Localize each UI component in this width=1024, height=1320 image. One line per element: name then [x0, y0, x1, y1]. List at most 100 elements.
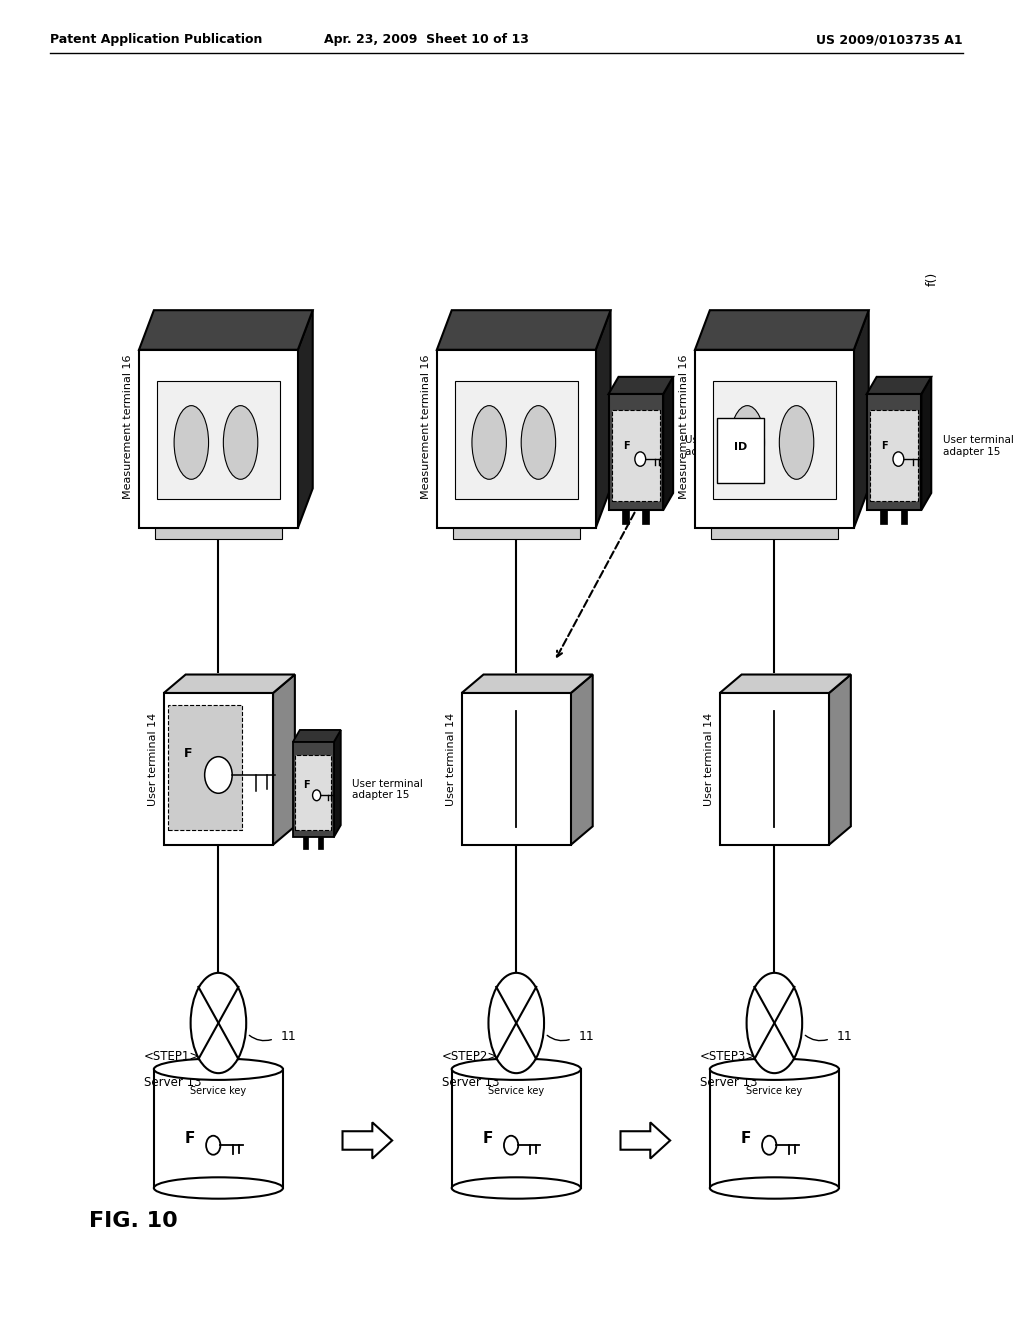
Bar [866, 395, 922, 511]
Text: F: F [482, 1131, 493, 1146]
Bar [295, 755, 332, 829]
Polygon shape [608, 378, 673, 395]
Bar [462, 693, 570, 845]
Polygon shape [273, 675, 295, 845]
Text: 11: 11 [837, 1030, 853, 1043]
Text: f(): f() [926, 272, 938, 286]
Bar [881, 511, 887, 524]
Bar [157, 380, 280, 499]
Text: Server 13: Server 13 [144, 1076, 202, 1089]
Text: Service key: Service key [746, 1085, 803, 1096]
Bar [155, 528, 282, 539]
Text: Measurement terminal 16: Measurement terminal 16 [679, 355, 689, 499]
Polygon shape [462, 675, 593, 693]
Circle shape [504, 1135, 518, 1155]
Text: FIG. 10: FIG. 10 [89, 1210, 178, 1232]
Polygon shape [437, 310, 610, 350]
Bar [168, 705, 243, 830]
Text: ID: ID [733, 442, 746, 451]
Bar [437, 350, 596, 528]
Ellipse shape [452, 1177, 581, 1199]
Text: <STEP1>: <STEP1> [144, 1049, 201, 1063]
Text: User terminal
adapter 15: User terminal adapter 15 [685, 436, 756, 457]
Bar [293, 742, 334, 837]
Text: User terminal 14: User terminal 14 [445, 713, 456, 807]
Bar [453, 528, 580, 539]
Ellipse shape [154, 1059, 283, 1080]
Text: Measurement terminal 16: Measurement terminal 16 [123, 355, 133, 499]
Polygon shape [596, 310, 610, 528]
Polygon shape [664, 378, 673, 511]
Ellipse shape [710, 1059, 839, 1080]
Text: User terminal
adapter 15: User terminal adapter 15 [351, 779, 423, 800]
Bar [139, 350, 298, 528]
Bar [713, 380, 836, 499]
Polygon shape [695, 310, 868, 350]
Polygon shape [829, 675, 851, 845]
Ellipse shape [710, 1177, 839, 1199]
Polygon shape [621, 1122, 670, 1159]
Ellipse shape [730, 405, 765, 479]
Polygon shape [570, 675, 593, 845]
Text: Server 13: Server 13 [441, 1076, 500, 1089]
Bar [710, 1069, 839, 1188]
Bar [870, 411, 919, 500]
Bar [608, 395, 664, 511]
Bar [154, 1069, 283, 1188]
Polygon shape [922, 378, 931, 511]
Text: Server 13: Server 13 [700, 1076, 758, 1089]
Text: 11: 11 [579, 1030, 595, 1043]
Bar [900, 511, 907, 524]
Ellipse shape [472, 405, 507, 479]
Ellipse shape [779, 405, 814, 479]
Polygon shape [720, 675, 851, 693]
Text: F: F [185, 1131, 196, 1146]
Text: 11: 11 [281, 1030, 297, 1043]
Ellipse shape [521, 405, 556, 479]
Circle shape [762, 1135, 776, 1155]
Text: User terminal
adapter 15: User terminal adapter 15 [943, 436, 1014, 457]
Bar [612, 411, 659, 500]
Bar [623, 511, 629, 524]
Bar [717, 417, 764, 483]
Text: <STEP2>: <STEP2> [441, 1049, 498, 1063]
Text: Apr. 23, 2009  Sheet 10 of 13: Apr. 23, 2009 Sheet 10 of 13 [325, 33, 529, 46]
Bar [695, 350, 854, 528]
Circle shape [312, 789, 321, 801]
Polygon shape [866, 378, 931, 395]
Text: Service key: Service key [488, 1085, 545, 1096]
Text: User terminal 14: User terminal 14 [703, 713, 714, 807]
Text: F: F [881, 441, 888, 451]
Polygon shape [342, 1122, 392, 1159]
Ellipse shape [154, 1177, 283, 1199]
Text: Measurement terminal 16: Measurement terminal 16 [421, 355, 431, 499]
Ellipse shape [746, 973, 802, 1073]
Text: US 2009/0103735 A1: US 2009/0103735 A1 [816, 33, 963, 46]
Circle shape [635, 451, 646, 466]
Bar [164, 693, 273, 845]
Ellipse shape [488, 973, 544, 1073]
Ellipse shape [190, 973, 246, 1073]
Polygon shape [334, 730, 341, 837]
Polygon shape [293, 730, 341, 742]
Ellipse shape [452, 1059, 581, 1080]
Ellipse shape [174, 405, 209, 479]
Bar [318, 837, 324, 849]
Text: Patent Application Publication: Patent Application Publication [49, 33, 262, 46]
Polygon shape [164, 675, 295, 693]
Text: Service key: Service key [190, 1085, 247, 1096]
Bar [711, 528, 838, 539]
Ellipse shape [223, 405, 258, 479]
Bar [642, 511, 649, 524]
Text: User terminal 14: User terminal 14 [147, 713, 158, 807]
Bar [452, 1069, 581, 1188]
Circle shape [206, 1135, 220, 1155]
Polygon shape [854, 310, 868, 528]
Bar [720, 693, 829, 845]
Bar [303, 837, 308, 849]
Bar [455, 380, 578, 499]
Text: F: F [623, 441, 630, 451]
Polygon shape [298, 310, 312, 528]
Text: F: F [183, 747, 193, 760]
Text: F: F [740, 1131, 752, 1146]
